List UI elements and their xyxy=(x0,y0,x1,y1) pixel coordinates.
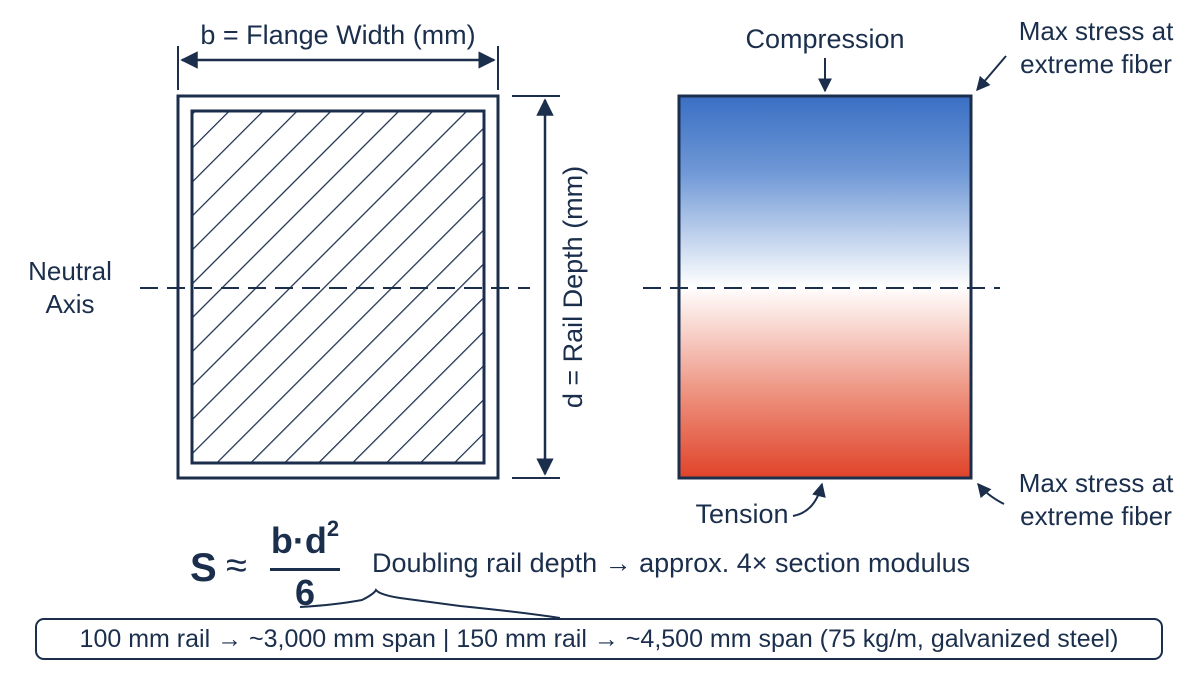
callout-connector xyxy=(299,588,561,619)
formula-exponent: 2 xyxy=(326,516,340,541)
max-stress-bottom-line1: Max stress at xyxy=(1019,468,1174,498)
span-info-box: 100 mm rail → ~3,000 mm span | 150 mm ra… xyxy=(35,618,1163,660)
max-stress-top-line2: extreme fiber xyxy=(1020,49,1172,79)
max-stress-top-line1: Max stress at xyxy=(1019,16,1174,46)
rail-cross-section xyxy=(176,94,500,480)
compression-label: Compression xyxy=(745,24,904,54)
hatched-fill xyxy=(190,109,486,465)
formula-numerator-text: b·d xyxy=(270,520,327,561)
formula-lhs: S xyxy=(190,546,217,590)
fraction-bar xyxy=(270,568,340,571)
max-stress-top-arrow xyxy=(976,55,1007,92)
neutral-axis-label-line1: Neutral xyxy=(28,256,112,286)
section-modulus-formula: S ≈ b·d2 6 xyxy=(190,516,360,613)
formula-note: Doubling rail depth → approx. 4× section… xyxy=(372,548,971,578)
max-stress-bottom-line2: extreme fiber xyxy=(1020,501,1172,531)
flange-width-dimension xyxy=(177,46,499,90)
tension-arrow xyxy=(792,482,826,517)
flange-width-label: b = Flange Width (mm) xyxy=(200,20,475,50)
max-stress-bottom-arrow xyxy=(977,482,1005,505)
formula-numerator: b·d2 xyxy=(270,516,340,562)
rail-depth-label: d = Rail Depth (mm) xyxy=(558,166,588,408)
tension-label: Tension xyxy=(695,499,788,529)
formula-denominator: 6 xyxy=(294,572,316,613)
rail-depth-dimension xyxy=(512,95,560,479)
formula-approx-sign: ≈ xyxy=(226,545,247,587)
neutral-axis-label-line2: Axis xyxy=(45,289,94,319)
